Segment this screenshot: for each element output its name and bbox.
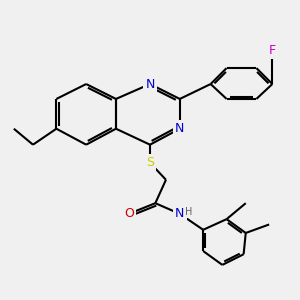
Text: O: O xyxy=(124,207,134,220)
Text: N: N xyxy=(175,122,184,135)
Text: N: N xyxy=(145,77,155,91)
Text: H: H xyxy=(185,207,192,217)
Text: F: F xyxy=(269,44,276,56)
Text: N: N xyxy=(175,207,184,220)
Text: S: S xyxy=(146,156,154,169)
